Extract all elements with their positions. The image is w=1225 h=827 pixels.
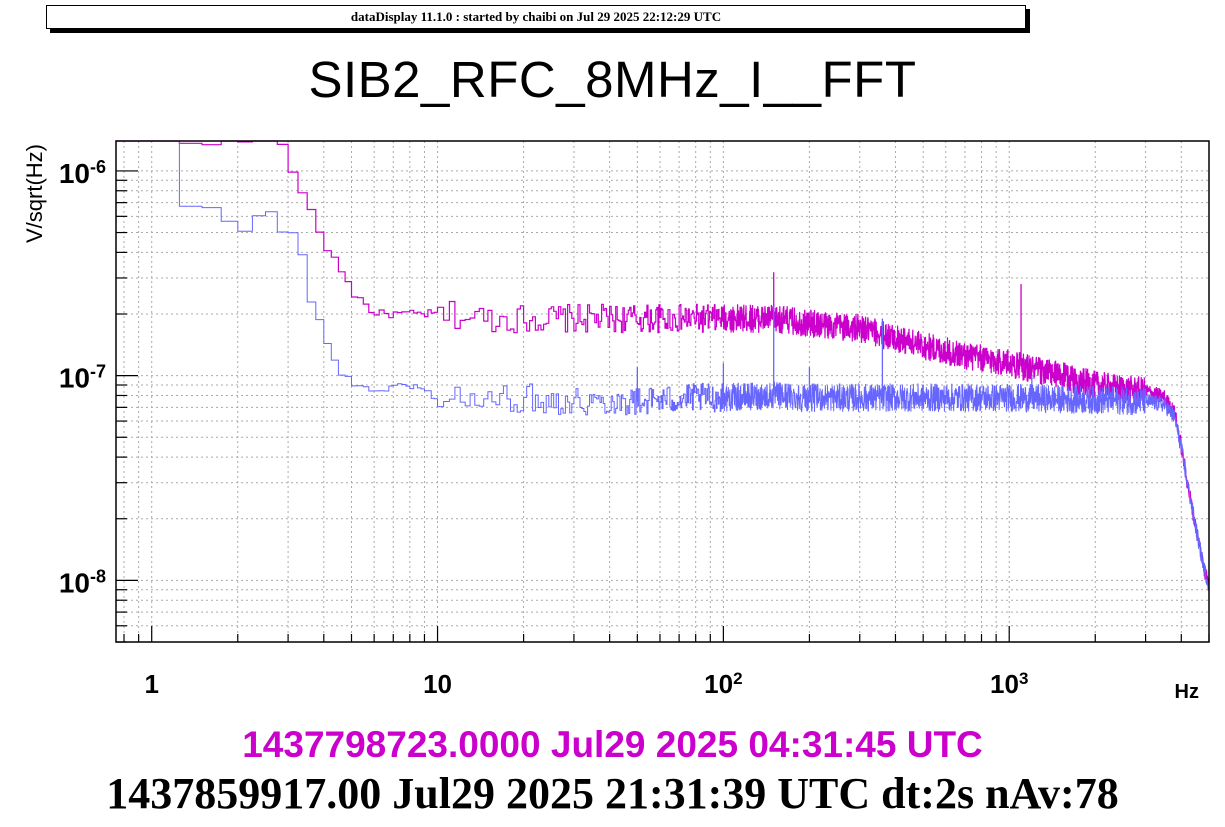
x-tick-label: 103	[990, 669, 1028, 700]
y-tick-exponent: -7	[90, 362, 106, 382]
x-tick-exponent: 2	[733, 669, 742, 688]
y-tick-label: 10-7	[59, 362, 106, 394]
y-tick-label: 10-6	[59, 157, 106, 189]
header-banner: dataDisplay 11.1.0 : started by chaibi o…	[46, 5, 1026, 29]
plot-frame	[115, 140, 1210, 643]
current-timestamp: 1437859917.00 Jul29 2025 21:31:39 UTC dt…	[106, 769, 1119, 818]
x-tick-exponent: 3	[1019, 669, 1028, 688]
y-tick-exponent: -6	[90, 157, 106, 177]
y-tick-label: 10-8	[59, 566, 106, 598]
tick-labels: 1 10 102 103 10-8 10-7 10-6	[59, 157, 1029, 699]
x-tick-label: 10	[423, 669, 452, 699]
series-line-1	[116, 140, 1210, 592]
x-tick-label: 102	[704, 669, 742, 700]
axis-ticks	[116, 170, 1210, 643]
y-tick-exponent: -8	[90, 566, 106, 586]
reference-timestamp: 1437798723.0000 Jul29 2025 04:31:45 UTC	[242, 724, 983, 765]
y-axis-label: V/sqrt(Hz)	[22, 144, 47, 243]
series-layer	[116, 140, 1210, 592]
x-tick-label: 1	[144, 669, 158, 699]
series-line-0	[116, 140, 1210, 590]
chart-title: SIB2_RFC_8MHz_I__FFT	[308, 51, 917, 108]
x-axis-label: Hz	[1175, 681, 1199, 703]
